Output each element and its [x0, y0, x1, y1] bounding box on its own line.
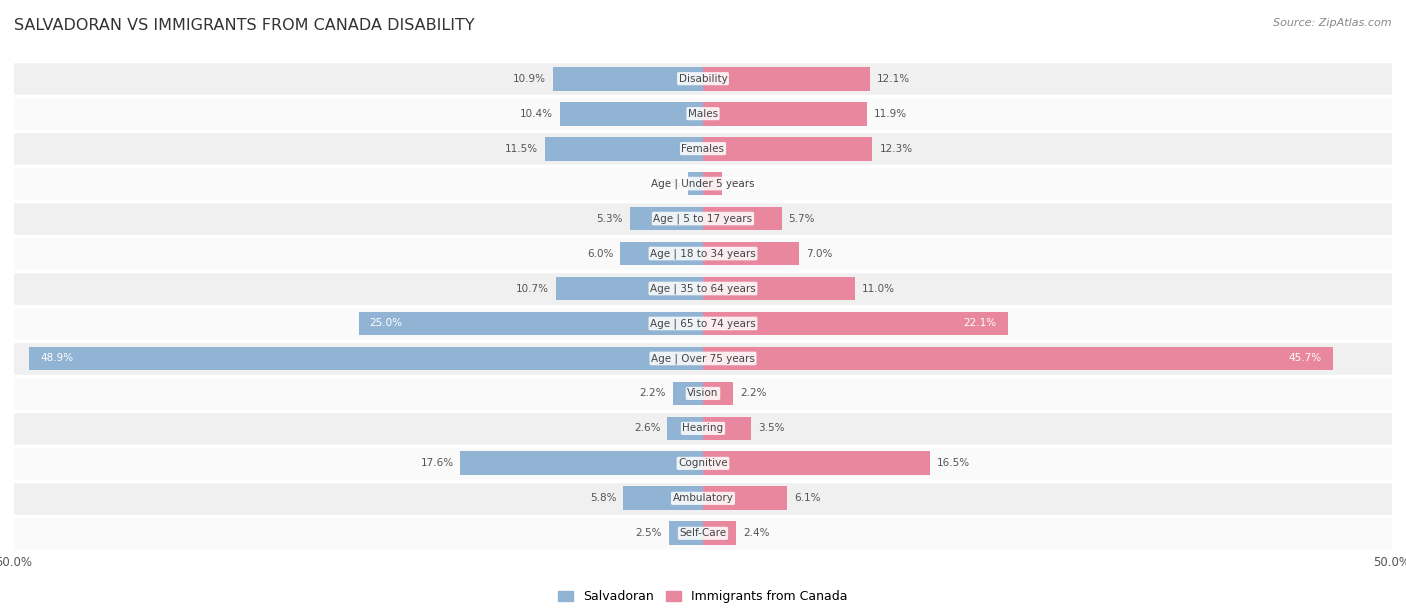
- Text: SALVADORAN VS IMMIGRANTS FROM CANADA DISABILITY: SALVADORAN VS IMMIGRANTS FROM CANADA DIS…: [14, 18, 475, 34]
- Text: 12.3%: 12.3%: [879, 144, 912, 154]
- Text: 5.7%: 5.7%: [789, 214, 815, 223]
- Bar: [560, 102, 703, 125]
- Bar: [703, 452, 931, 476]
- Bar: [544, 136, 703, 160]
- Bar: [703, 277, 855, 300]
- Bar: [14, 61, 1392, 96]
- Bar: [688, 172, 703, 195]
- Text: Age | 35 to 64 years: Age | 35 to 64 years: [650, 283, 756, 294]
- Text: Age | 65 to 74 years: Age | 65 to 74 years: [650, 318, 756, 329]
- Text: Hearing: Hearing: [682, 424, 724, 433]
- Text: 2.5%: 2.5%: [636, 528, 662, 539]
- Text: 22.1%: 22.1%: [963, 318, 997, 329]
- Bar: [703, 67, 870, 91]
- Bar: [703, 417, 751, 440]
- Bar: [703, 207, 782, 231]
- Bar: [668, 417, 703, 440]
- Text: Age | Over 75 years: Age | Over 75 years: [651, 353, 755, 364]
- Text: 10.7%: 10.7%: [516, 283, 548, 294]
- Bar: [14, 166, 1392, 201]
- Text: 12.1%: 12.1%: [876, 73, 910, 84]
- Bar: [703, 381, 734, 405]
- Bar: [703, 312, 1008, 335]
- Text: 6.1%: 6.1%: [794, 493, 821, 503]
- Bar: [14, 376, 1392, 411]
- Text: Age | Under 5 years: Age | Under 5 years: [651, 178, 755, 189]
- Bar: [14, 201, 1392, 236]
- Text: 1.4%: 1.4%: [730, 179, 755, 188]
- Bar: [14, 271, 1392, 306]
- Text: 2.2%: 2.2%: [740, 389, 766, 398]
- Bar: [669, 521, 703, 545]
- Text: Disability: Disability: [679, 73, 727, 84]
- Text: 16.5%: 16.5%: [938, 458, 970, 468]
- Bar: [703, 102, 868, 125]
- Bar: [14, 411, 1392, 446]
- Text: 2.6%: 2.6%: [634, 424, 661, 433]
- Text: Vision: Vision: [688, 389, 718, 398]
- Bar: [14, 236, 1392, 271]
- Text: 48.9%: 48.9%: [41, 354, 73, 364]
- Bar: [703, 136, 873, 160]
- Text: 2.4%: 2.4%: [742, 528, 769, 539]
- Text: 45.7%: 45.7%: [1288, 354, 1322, 364]
- Text: 11.5%: 11.5%: [505, 144, 537, 154]
- Text: 10.4%: 10.4%: [520, 109, 553, 119]
- Bar: [672, 381, 703, 405]
- Text: 17.6%: 17.6%: [420, 458, 454, 468]
- Bar: [703, 487, 787, 510]
- Text: Males: Males: [688, 109, 718, 119]
- Text: Ambulatory: Ambulatory: [672, 493, 734, 503]
- Bar: [555, 277, 703, 300]
- Text: Cognitive: Cognitive: [678, 458, 728, 468]
- Text: 2.2%: 2.2%: [640, 389, 666, 398]
- Bar: [14, 306, 1392, 341]
- Text: 5.3%: 5.3%: [596, 214, 623, 223]
- Bar: [14, 446, 1392, 481]
- Bar: [461, 452, 703, 476]
- Text: 5.8%: 5.8%: [589, 493, 616, 503]
- Text: 25.0%: 25.0%: [370, 318, 402, 329]
- Bar: [623, 487, 703, 510]
- Text: Females: Females: [682, 144, 724, 154]
- Bar: [14, 131, 1392, 166]
- Bar: [14, 341, 1392, 376]
- Bar: [620, 242, 703, 266]
- Bar: [359, 312, 703, 335]
- Legend: Salvadoran, Immigrants from Canada: Salvadoran, Immigrants from Canada: [553, 585, 853, 608]
- Bar: [30, 346, 703, 370]
- Bar: [14, 516, 1392, 551]
- Bar: [703, 346, 1333, 370]
- Text: Age | 18 to 34 years: Age | 18 to 34 years: [650, 248, 756, 259]
- Bar: [14, 481, 1392, 516]
- Text: 7.0%: 7.0%: [807, 248, 832, 258]
- Text: 11.0%: 11.0%: [862, 283, 894, 294]
- Text: Age | 5 to 17 years: Age | 5 to 17 years: [654, 214, 752, 224]
- Bar: [553, 67, 703, 91]
- Text: 3.5%: 3.5%: [758, 424, 785, 433]
- Text: 11.9%: 11.9%: [875, 109, 907, 119]
- Bar: [630, 207, 703, 231]
- Text: Source: ZipAtlas.com: Source: ZipAtlas.com: [1274, 18, 1392, 28]
- Bar: [703, 242, 800, 266]
- Text: 6.0%: 6.0%: [588, 248, 613, 258]
- Bar: [703, 172, 723, 195]
- Text: 10.9%: 10.9%: [513, 73, 546, 84]
- Text: Self-Care: Self-Care: [679, 528, 727, 539]
- Text: 1.1%: 1.1%: [654, 179, 681, 188]
- Bar: [703, 521, 737, 545]
- Bar: [14, 96, 1392, 131]
